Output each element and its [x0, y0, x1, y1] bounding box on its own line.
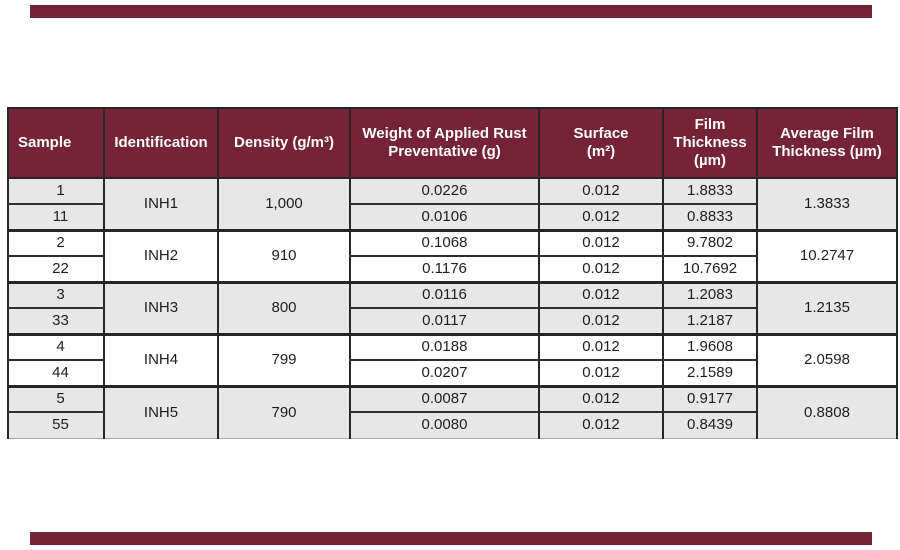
sample-cell: 1: [7, 178, 104, 205]
column-header-sample: Sample: [7, 108, 104, 179]
surface-cell: 0.012: [538, 178, 663, 205]
film-thickness-cell: 1.2187: [662, 308, 757, 336]
film-thickness-cell: 0.8833: [662, 204, 757, 232]
table-header: Sample Identification Density (g/m³) Wei…: [7, 108, 897, 179]
weight-cell: 0.0226: [349, 178, 539, 205]
average-cell: 0.8808: [756, 386, 897, 439]
surface-cell: 0.012: [538, 230, 663, 257]
sample-cell: 33: [7, 308, 104, 336]
header-label: Thickness: [673, 134, 747, 151]
column-header-identification: Identification: [103, 108, 218, 179]
header-label: Identification: [114, 134, 208, 151]
surface-cell: 0.012: [538, 360, 663, 388]
column-header-weight: Weight of Applied Rust Preventative (g): [349, 108, 539, 179]
table-row: 22 0.1176 0.012 10.7692: [7, 256, 897, 284]
header-label: Density (g/m³): [233, 134, 334, 151]
density-cell: 800: [217, 282, 350, 336]
sample-cell: 55: [7, 412, 104, 439]
header-label: Preventative (g): [388, 143, 501, 160]
film-thickness-cell: 0.9177: [662, 386, 757, 413]
weight-cell: 0.0188: [349, 334, 539, 361]
table-header-row: Sample Identification Density (g/m³) Wei…: [7, 108, 897, 179]
weight-cell: 0.0207: [349, 360, 539, 388]
header-label: Surface: [573, 125, 629, 142]
surface-cell: 0.012: [538, 204, 663, 232]
column-header-film-thickness: Film Thickness (µm): [662, 108, 757, 179]
header-label: (m²): [586, 143, 616, 160]
film-thickness-cell: 9.7802: [662, 230, 757, 257]
header-label: Weight of Applied Rust: [362, 125, 527, 142]
column-header-surface: Surface (m²): [538, 108, 663, 179]
identification-cell: INH2: [103, 230, 218, 284]
group-inh2: 2 INH2 910 0.1068 0.012 9.7802 10.2747 2…: [7, 230, 897, 284]
table-row: 2 INH2 910 0.1068 0.012 9.7802 10.2747: [7, 230, 897, 284]
group-inh4: 4 INH4 799 0.0188 0.012 1.9608 2.0598 44…: [7, 334, 897, 388]
surface-cell: 0.012: [538, 282, 663, 309]
surface-cell: 0.012: [538, 386, 663, 413]
weight-cell: 0.0117: [349, 308, 539, 336]
density-cell: 799: [217, 334, 350, 388]
density-cell: 790: [217, 386, 350, 439]
table-row: 11 0.0106 0.012 0.8833: [7, 204, 897, 232]
top-accent-bar: [30, 5, 872, 18]
identification-cell: INH5: [103, 386, 218, 439]
surface-cell: 0.012: [538, 334, 663, 361]
average-cell: 1.3833: [756, 178, 897, 232]
group-inh3: 3 INH3 800 0.0116 0.012 1.2083 1.2135 33…: [7, 282, 897, 336]
sample-cell: 2: [7, 230, 104, 257]
group-inh1: 1 INH1 1,000 0.0226 0.012 1.8833 1.3833 …: [7, 178, 897, 232]
identification-cell: INH3: [103, 282, 218, 336]
weight-cell: 0.1176: [349, 256, 539, 284]
header-label: (µm): [694, 152, 726, 169]
table-row: 55 0.0080 0.012 0.8439: [7, 412, 897, 439]
surface-cell: 0.012: [538, 256, 663, 284]
sample-cell: 4: [7, 334, 104, 361]
weight-cell: 0.0106: [349, 204, 539, 232]
header-label: Average Film: [780, 125, 874, 142]
sample-cell: 22: [7, 256, 104, 284]
weight-cell: 0.0080: [349, 412, 539, 439]
table-row: 5 INH5 790 0.0087 0.012 0.9177 0.8808: [7, 386, 897, 439]
identification-cell: INH1: [103, 178, 218, 232]
film-thickness-cell: 1.2083: [662, 282, 757, 309]
weight-cell: 0.0087: [349, 386, 539, 413]
table-row: 33 0.0117 0.012 1.2187: [7, 308, 897, 336]
identification-cell: INH4: [103, 334, 218, 388]
surface-cell: 0.012: [538, 308, 663, 336]
bottom-accent-bar: [30, 532, 872, 545]
table-row: 44 0.0207 0.012 2.1589: [7, 360, 897, 388]
film-thickness-cell: 10.7692: [662, 256, 757, 284]
header-label: Thickness (µm): [772, 143, 882, 160]
column-header-average-film-thickness: Average Film Thickness (µm): [756, 108, 897, 179]
film-thickness-cell: 2.1589: [662, 360, 757, 388]
average-cell: 1.2135: [756, 282, 897, 336]
table-row: 3 INH3 800 0.0116 0.012 1.2083 1.2135: [7, 282, 897, 336]
film-thickness-cell: 1.8833: [662, 178, 757, 205]
surface-cell: 0.012: [538, 412, 663, 439]
film-thickness-cell: 1.9608: [662, 334, 757, 361]
film-thickness-table: Sample Identification Density (g/m³) Wei…: [7, 107, 898, 439]
weight-cell: 0.0116: [349, 282, 539, 309]
film-thickness-cell: 0.8439: [662, 412, 757, 439]
column-header-density: Density (g/m³): [217, 108, 350, 179]
density-cell: 910: [217, 230, 350, 284]
group-inh5: 5 INH5 790 0.0087 0.012 0.9177 0.8808 55…: [7, 386, 897, 439]
table-row: 4 INH4 799 0.0188 0.012 1.9608 2.0598: [7, 334, 897, 388]
sample-cell: 44: [7, 360, 104, 388]
header-label: Film: [694, 116, 726, 133]
table-row: 1 INH1 1,000 0.0226 0.012 1.8833 1.3833: [7, 178, 897, 232]
header-label: Sample: [18, 134, 72, 151]
sample-cell: 5: [7, 386, 104, 413]
average-cell: 10.2747: [756, 230, 897, 284]
sample-cell: 3: [7, 282, 104, 309]
weight-cell: 0.1068: [349, 230, 539, 257]
density-cell: 1,000: [217, 178, 350, 232]
sample-cell: 11: [7, 204, 104, 232]
average-cell: 2.0598: [756, 334, 897, 388]
